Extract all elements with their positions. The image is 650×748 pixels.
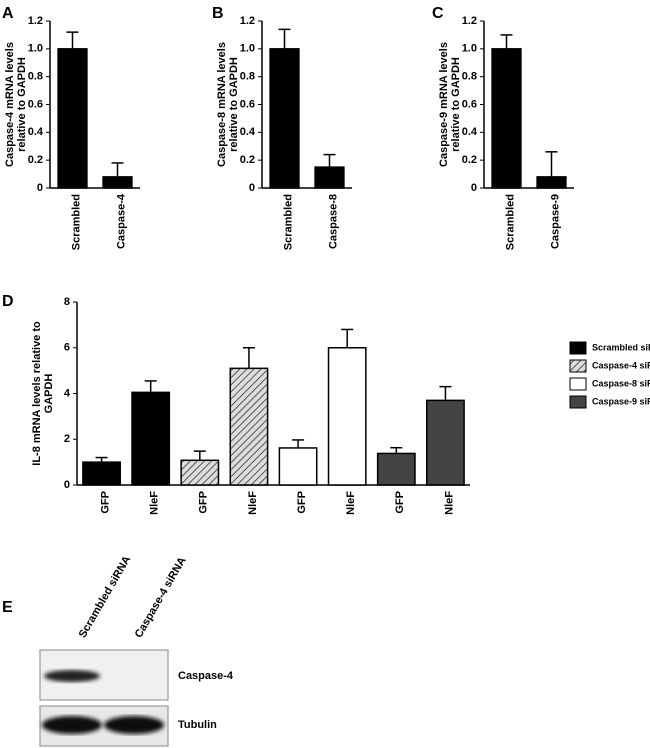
y-tick-label: 0.8 (28, 71, 43, 83)
x-tick-label: Caspase-8 (327, 194, 339, 249)
bar (102, 176, 133, 189)
y-axis-label: IL-8 mRNA levels relative to (31, 321, 43, 466)
x-tick-label: NleF (345, 491, 357, 515)
row-label: Caspase-4 (178, 670, 234, 682)
x-tick-label: NleF (443, 491, 455, 515)
y-tick-label: 4 (64, 387, 71, 399)
y-tick-label: 0.6 (462, 98, 477, 110)
bar (180, 459, 220, 486)
y-tick-label: 0.4 (462, 126, 478, 138)
y-tick-label: 0.8 (462, 71, 477, 83)
y-tick-label: 1.2 (462, 15, 477, 27)
legend-label: Caspase-9 siRNA (592, 396, 650, 406)
legend-swatch (569, 377, 587, 391)
bar (269, 48, 300, 189)
y-tick-label: 1.2 (240, 15, 255, 27)
bar (82, 461, 121, 486)
y-tick-label: 0.2 (462, 154, 477, 166)
y-axis-label: relative to GAPDH (450, 57, 462, 152)
y-axis-label: relative to GAPDH (16, 57, 28, 152)
y-tick-label: 8 (64, 296, 70, 308)
bar (536, 176, 567, 189)
y-tick-label: 0 (471, 182, 477, 194)
y-tick-label: 0.4 (28, 126, 44, 138)
x-tick-label: Caspase-4 (115, 193, 127, 249)
lane-label: Caspase-4 siRNA (133, 555, 189, 640)
bar (57, 48, 88, 189)
x-tick-label: NleF (149, 491, 161, 515)
x-tick-label: Scrambled (504, 194, 516, 250)
bar (491, 48, 522, 189)
y-axis-label: Caspase-4 mRNA levels (4, 42, 16, 167)
band (44, 670, 100, 682)
panel-letter: C (432, 5, 444, 22)
y-tick-label: 0.6 (28, 98, 43, 110)
x-tick-label: Caspase-9 (549, 194, 561, 249)
panel-letter: A (2, 5, 14, 22)
y-tick-label: 0.4 (240, 126, 256, 138)
y-axis-label: relative to GAPDH (228, 57, 240, 152)
panel-letter: E (2, 599, 13, 616)
y-tick-label: 0 (249, 182, 255, 194)
y-tick-label: 2 (64, 433, 70, 445)
band (104, 716, 164, 734)
x-tick-label: Scrambled (70, 194, 82, 250)
y-tick-label: 1.0 (240, 43, 255, 55)
legend-label: Caspase-8 siRNA (592, 378, 650, 388)
x-tick-label: GFP (296, 491, 308, 514)
y-tick-label: 0.2 (240, 154, 255, 166)
y-tick-label: 0.6 (240, 98, 255, 110)
legend-label: Caspase-4 siRNA (592, 360, 650, 370)
y-tick-label: 1.2 (28, 15, 43, 27)
y-tick-label: 0.2 (28, 154, 43, 166)
x-tick-label: GFP (394, 491, 406, 514)
bar (278, 447, 318, 486)
legend-swatch (569, 395, 587, 409)
bar (229, 367, 269, 486)
bar (426, 399, 465, 486)
bar (314, 166, 345, 189)
y-tick-label: 6 (64, 342, 70, 354)
panel-letter: B (212, 5, 224, 22)
bar (327, 347, 367, 486)
band (42, 716, 102, 734)
bar (376, 452, 416, 486)
y-axis-label: Caspase-8 mRNA levels (216, 42, 228, 167)
legend-label: Scrambled siRNA (592, 342, 650, 352)
legend-swatch (569, 341, 587, 355)
bar (131, 391, 171, 486)
legend-swatch (569, 359, 587, 373)
row-label: Tubulin (178, 719, 217, 731)
x-tick-label: NleF (247, 491, 259, 515)
x-tick-label: GFP (99, 491, 111, 514)
y-tick-label: 1.0 (462, 43, 477, 55)
y-tick-label: 0 (37, 182, 43, 194)
x-tick-label: GFP (198, 491, 210, 514)
y-tick-label: 0 (64, 479, 70, 491)
y-tick-label: 0.8 (240, 71, 255, 83)
x-tick-label: Scrambled (282, 194, 294, 250)
y-tick-label: 1.0 (28, 43, 43, 55)
y-axis-label: Caspase-9 mRNA levels (438, 42, 450, 167)
panel-letter: D (2, 293, 14, 310)
y-axis-label: GAPDH (43, 374, 55, 414)
lane-label: Scrambled siRNA (77, 554, 134, 640)
